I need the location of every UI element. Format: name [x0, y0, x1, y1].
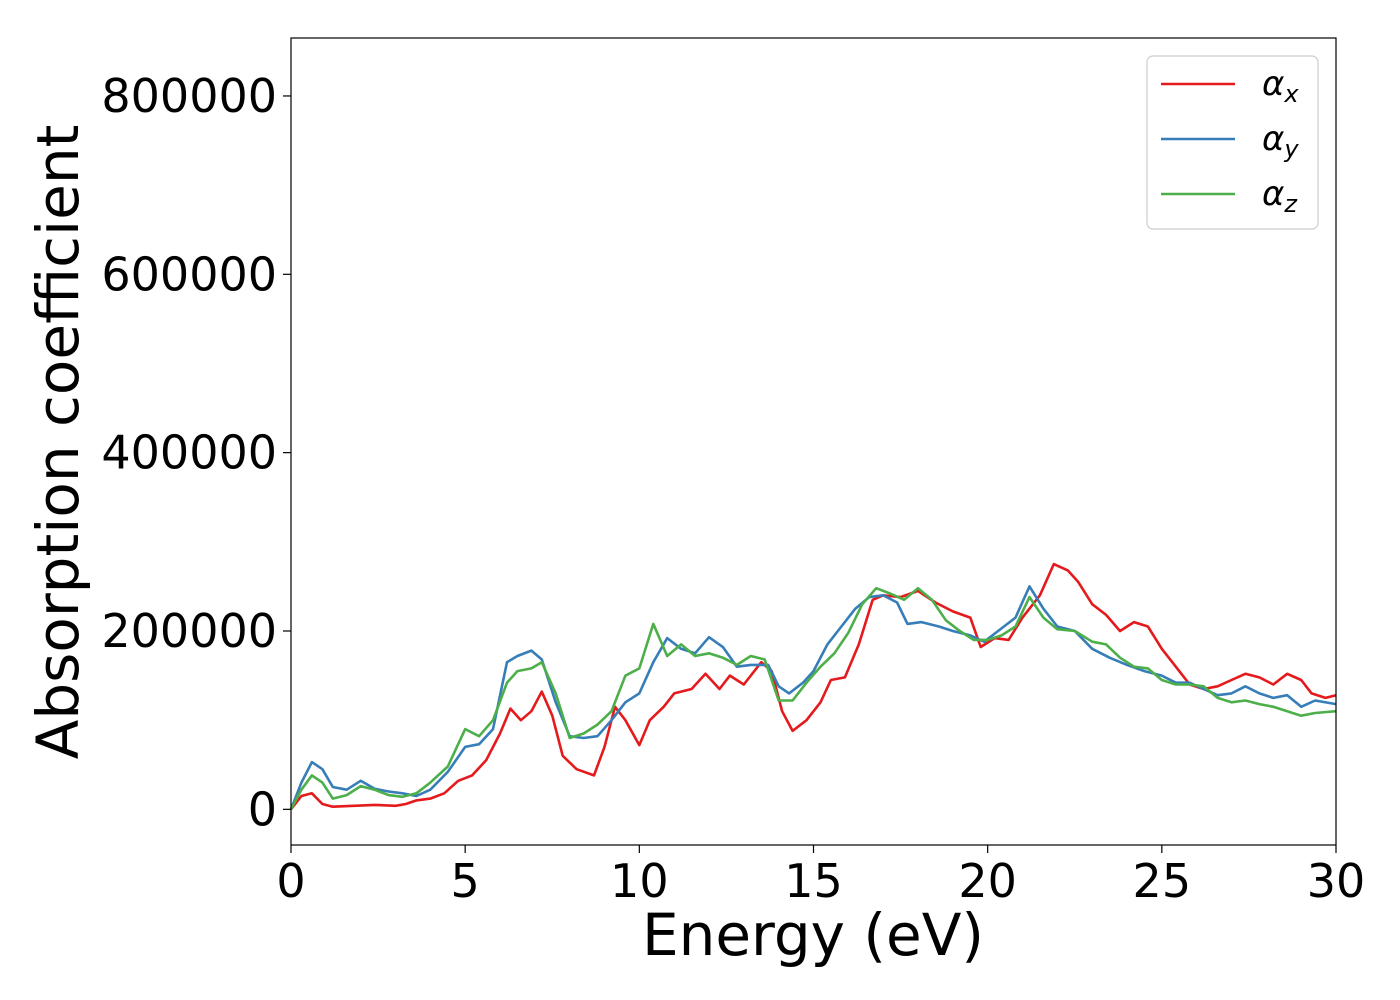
- x-tick-label: 30: [1307, 854, 1366, 908]
- series-layer: [289, 562, 1337, 811]
- x-tick-label: 10: [610, 854, 669, 908]
- series-line-3: [289, 586, 1337, 810]
- legend-box: [1146, 55, 1319, 230]
- x-tick-label: 15: [784, 854, 843, 908]
- y-tick-label: 400000: [101, 426, 277, 480]
- y-axis: 0 200000 400000 600000 800000: [101, 69, 291, 836]
- y-axis-title: Absorption coefficient: [24, 125, 92, 760]
- y-tick-label: 600000: [101, 247, 277, 301]
- x-axis-title: Energy (eV): [642, 901, 984, 969]
- y-tick-label: 200000: [101, 604, 277, 658]
- x-tick-label: 25: [1133, 854, 1192, 908]
- series-line-1: [289, 562, 1337, 811]
- y-tick-label: 0: [248, 782, 277, 836]
- x-tick-label: 0: [276, 854, 305, 908]
- x-tick-label: 20: [958, 854, 1017, 908]
- x-tick-label: 5: [451, 854, 480, 908]
- y-tick-label: 800000: [101, 69, 277, 123]
- x-axis: 0 5 10 15 20 25 30: [276, 845, 1365, 908]
